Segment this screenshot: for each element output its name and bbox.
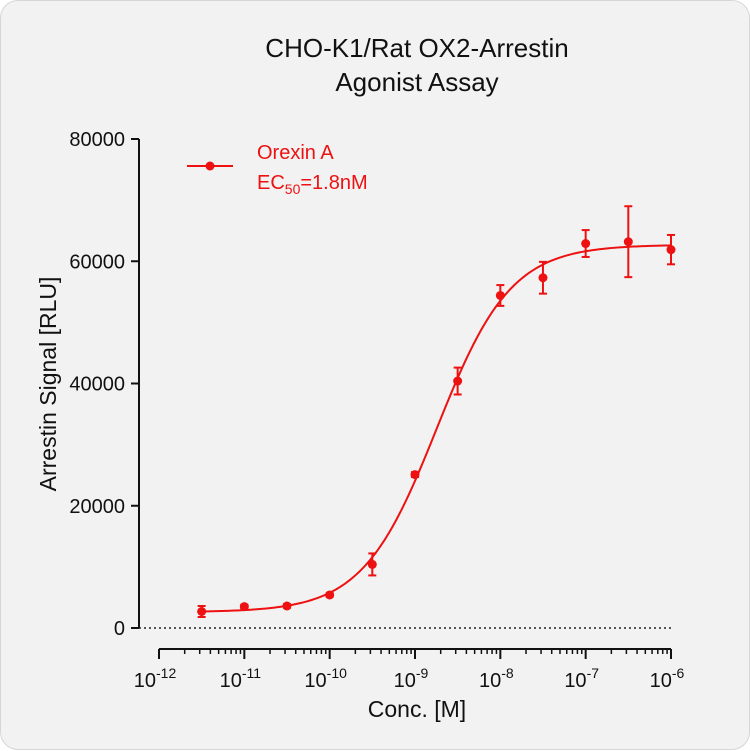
- x-tick-label: 10-8: [479, 665, 514, 692]
- data-point: [325, 590, 335, 600]
- data-point-group: [410, 470, 420, 480]
- data-point: [239, 602, 249, 612]
- ec50-value: =1.8nM: [300, 172, 367, 194]
- ec50-prefix: EC: [257, 172, 285, 194]
- data-point: [282, 601, 292, 611]
- x-tick-label: 10-6: [650, 665, 685, 692]
- fit-curve-layer: [201, 244, 672, 613]
- y-tick-label: 40000: [69, 374, 125, 396]
- data-point-group: [325, 590, 335, 600]
- x-tick-label: 10-7: [564, 665, 599, 692]
- x-tick-exponent: -12: [156, 665, 176, 681]
- x-tick-exponent: -11: [242, 665, 261, 681]
- x-axis-label: Conc. [M]: [368, 696, 466, 722]
- data-point-group: [623, 205, 633, 279]
- x-tick-base: 10: [220, 670, 242, 692]
- y-tick-label: 80000: [69, 129, 125, 151]
- x-tick-exponent: -10: [327, 665, 347, 681]
- x-tick-exponent: -8: [501, 665, 514, 681]
- x-tick-label: 10-10: [304, 665, 347, 692]
- chart-title-line2: Agonist Assay: [335, 67, 498, 97]
- legend: Orexin A EC50=1.8nM: [187, 142, 368, 197]
- data-points-layer: [197, 205, 676, 618]
- data-point: [197, 606, 207, 616]
- x-tick-base: 10: [304, 670, 326, 692]
- y-axis-label: Arrestin Signal [RLU]: [35, 277, 61, 492]
- data-point: [495, 290, 505, 300]
- y-tick-label: 60000: [69, 251, 125, 273]
- x-tick-exponent: -7: [587, 665, 600, 681]
- data-point: [623, 237, 633, 247]
- x-tick-base: 10: [650, 670, 672, 692]
- data-point: [410, 470, 420, 480]
- x-tick-label: 10-9: [394, 665, 429, 692]
- x-tick-label: 10-12: [134, 665, 177, 692]
- data-point-group: [581, 229, 591, 258]
- fit-curve: [201, 244, 672, 613]
- x-tick-exponent: -6: [672, 665, 685, 681]
- data-point-group: [666, 233, 676, 266]
- chart-title-line1: CHO-K1/Rat OX2-Arrestin: [265, 33, 568, 63]
- data-point-group: [538, 260, 548, 295]
- x-tick-base: 10: [394, 670, 416, 692]
- data-point-group: [197, 604, 207, 618]
- ec50-subscript: 50: [285, 181, 301, 197]
- data-point: [538, 273, 548, 283]
- x-tick-label: 10-11: [220, 665, 262, 692]
- data-point-group: [282, 601, 292, 611]
- data-point: [453, 376, 463, 386]
- y-tick-label: 0: [114, 618, 125, 640]
- legend-marker: [205, 161, 215, 171]
- data-point-group: [239, 602, 249, 612]
- x-tick-base: 10: [564, 670, 586, 692]
- y-tick-label: 20000: [69, 496, 125, 518]
- data-point: [581, 239, 591, 249]
- data-point-group: [367, 552, 377, 577]
- data-point-group: [453, 366, 463, 396]
- x-tick-base: 10: [134, 670, 156, 692]
- data-point-group: [495, 284, 505, 307]
- legend-ec50: EC50=1.8nM: [257, 172, 368, 197]
- x-tick-base: 10: [479, 670, 501, 692]
- data-point: [666, 245, 676, 255]
- legend-series-name: Orexin A: [257, 142, 334, 164]
- x-tick-exponent: -9: [416, 665, 429, 681]
- data-point: [367, 559, 377, 569]
